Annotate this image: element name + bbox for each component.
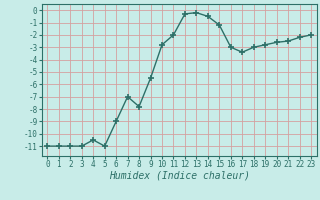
X-axis label: Humidex (Indice chaleur): Humidex (Indice chaleur) [109,171,250,181]
